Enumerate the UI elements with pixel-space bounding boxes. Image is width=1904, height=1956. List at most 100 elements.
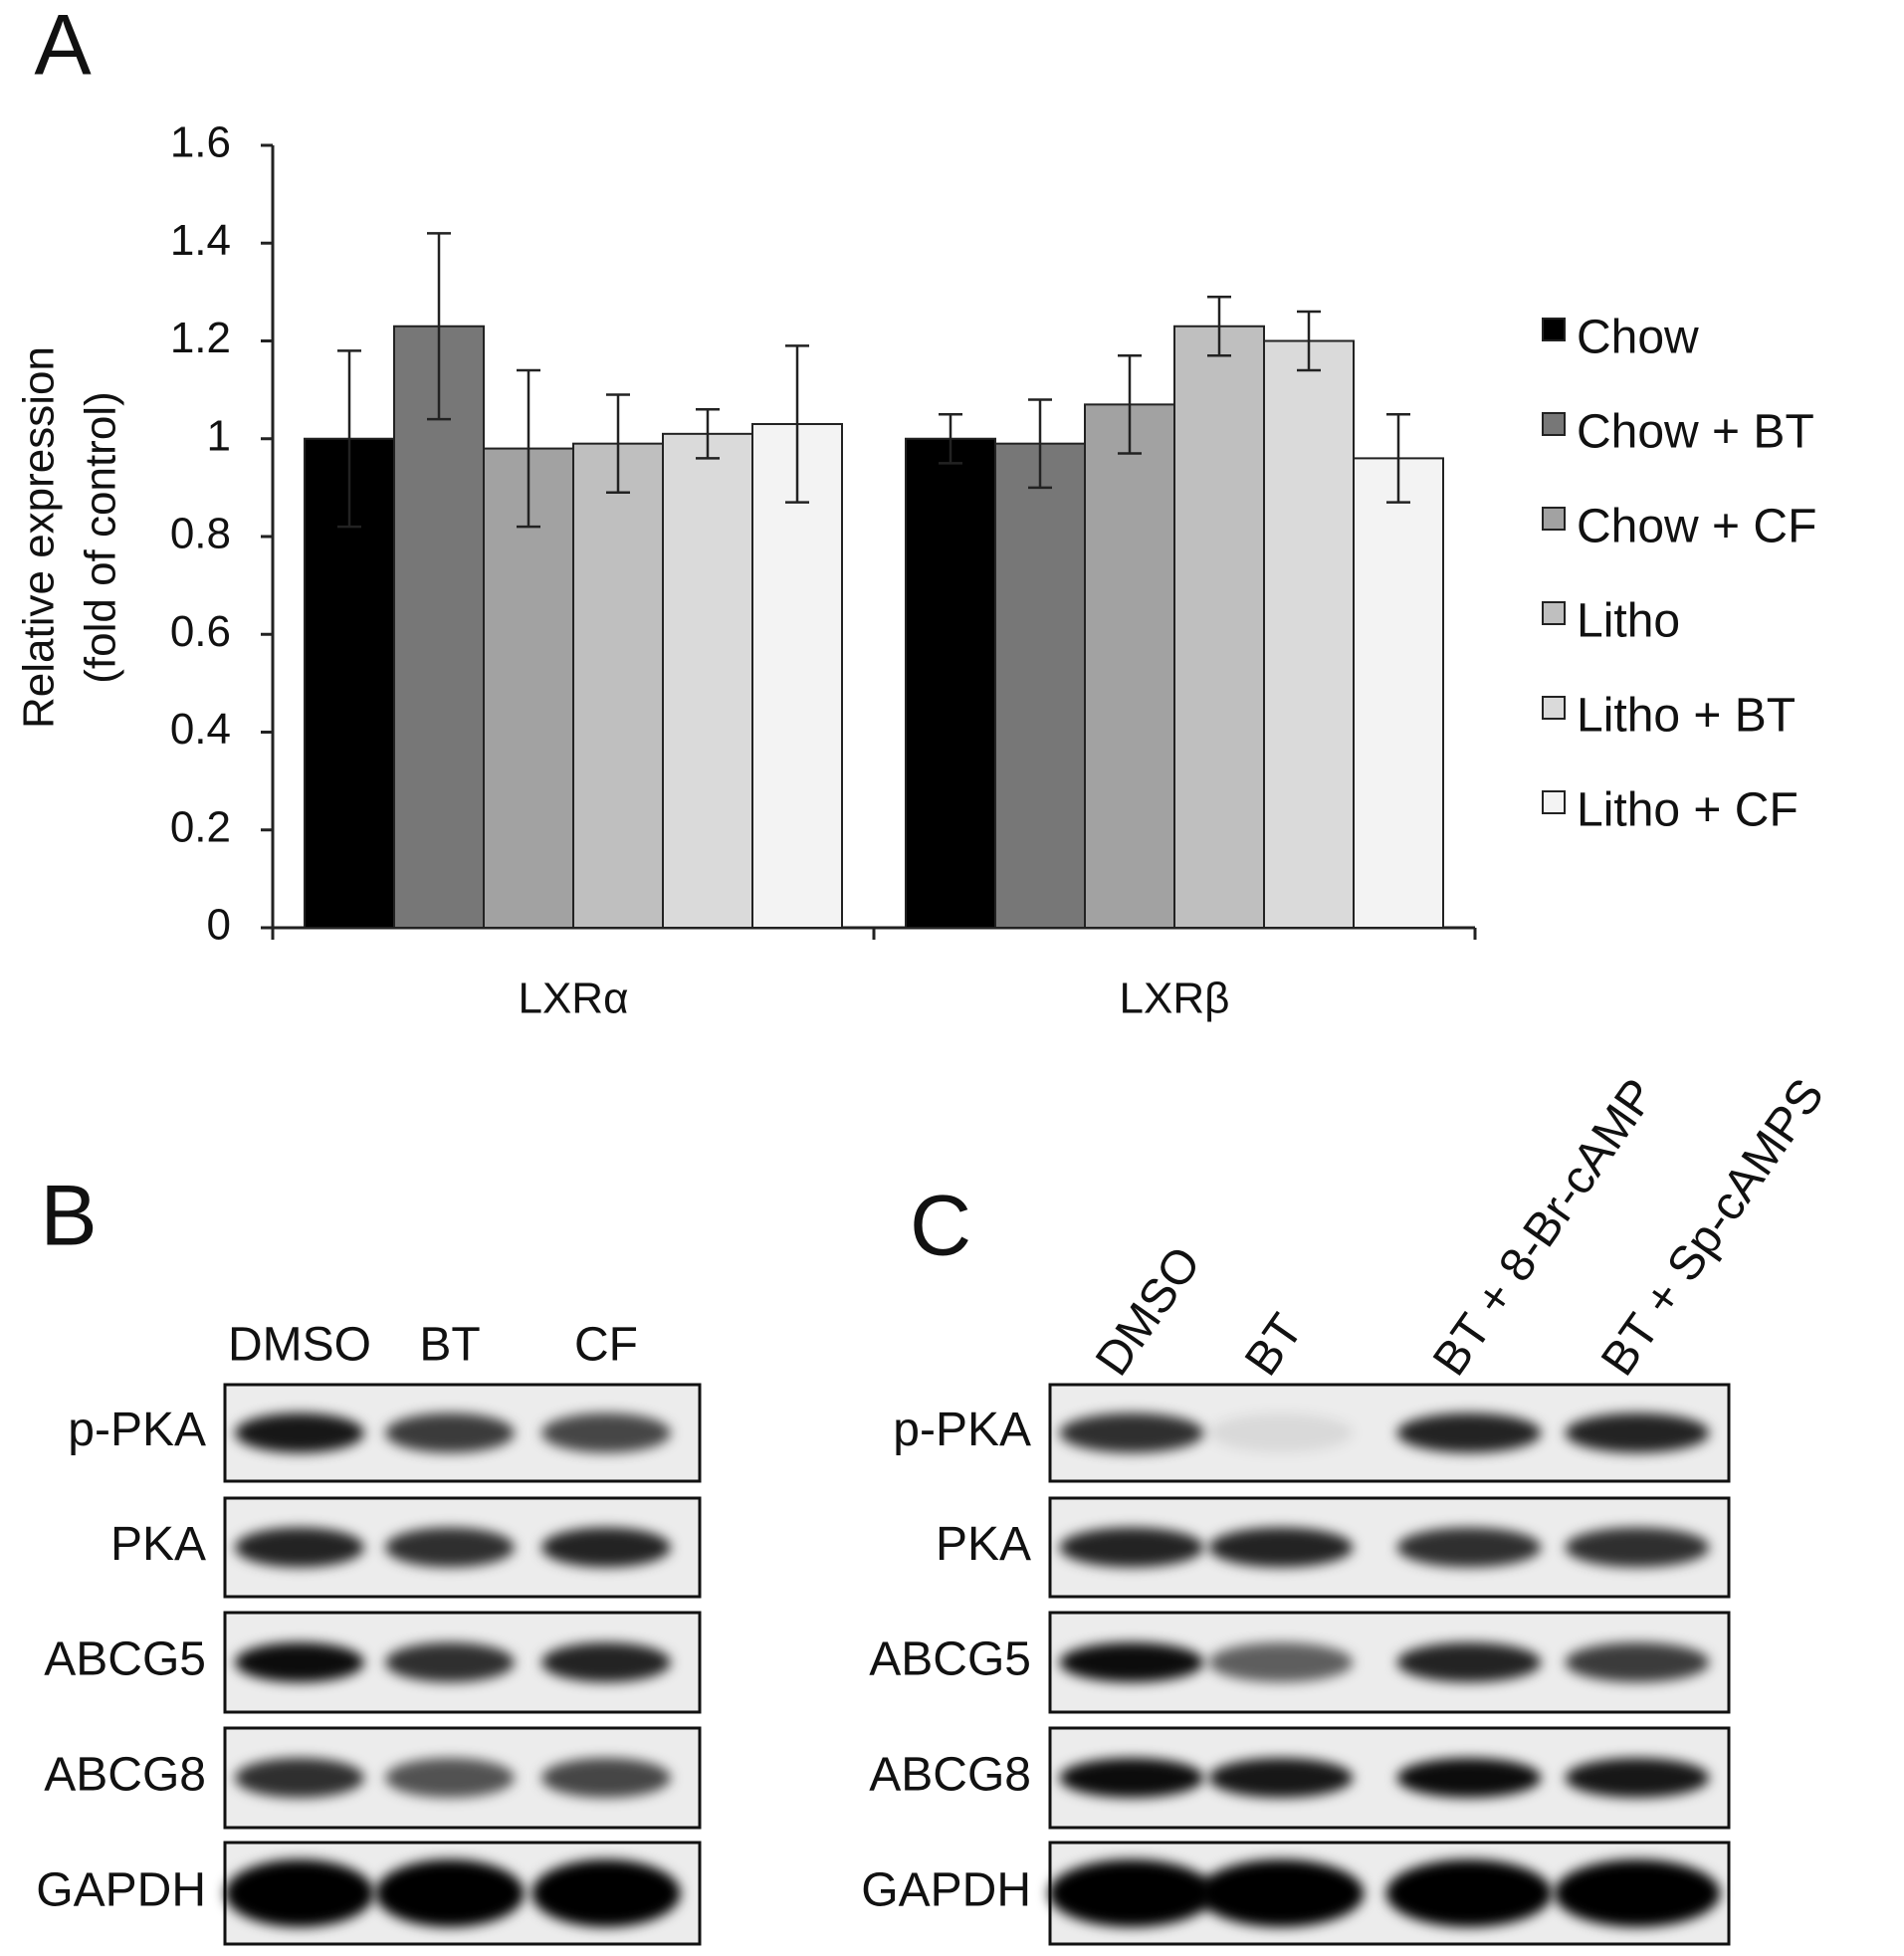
bar: [905, 437, 996, 929]
y-tick-label: 1.6: [170, 118, 231, 167]
blot-band: [1396, 1413, 1542, 1453]
legend-swatch: [1542, 790, 1566, 814]
blot-band: [385, 1642, 515, 1682]
blot-band: [1565, 1758, 1710, 1798]
blot-band: [1048, 1859, 1215, 1927]
lane-label: DMSO: [228, 1319, 371, 1372]
blot-band: [541, 1413, 671, 1453]
blot-band: [1396, 1758, 1542, 1798]
y-tick-label: 1.4: [170, 216, 231, 265]
blot-band: [1396, 1527, 1542, 1568]
error-bar: [696, 408, 720, 460]
bar: [483, 447, 574, 929]
y-axis-label: (fold of control): [77, 391, 125, 683]
blot-band: [531, 1859, 681, 1927]
error-bar: [939, 412, 962, 465]
row-label: PKA: [936, 1518, 1031, 1571]
blot-band: [1208, 1758, 1354, 1798]
blot-band: [1059, 1527, 1204, 1568]
lane-label: BT: [1235, 1305, 1314, 1386]
y-tick-label: 1: [207, 411, 231, 460]
blot-band: [235, 1527, 364, 1568]
bar: [1173, 325, 1265, 929]
blot-band: [1059, 1413, 1204, 1453]
bar: [1353, 457, 1444, 929]
y-tick-label: 1.2: [170, 314, 231, 362]
blot-band: [235, 1413, 364, 1453]
blot-band: [1059, 1642, 1204, 1682]
lane-label: CF: [574, 1319, 638, 1372]
bar: [1263, 339, 1355, 929]
error-bar: [1297, 310, 1321, 372]
legend-swatch: [1542, 601, 1566, 625]
row-label: p-PKA: [893, 1404, 1031, 1456]
legend-label: Chow + CF: [1577, 501, 1816, 553]
panel-label: A: [34, 0, 92, 94]
y-tick-label: 0: [207, 901, 231, 950]
blot-band: [375, 1859, 525, 1927]
bar: [393, 325, 485, 929]
row-label: ABCG8: [44, 1749, 206, 1802]
row-label: GAPDH: [36, 1864, 206, 1917]
y-tick-label: 0.8: [170, 510, 231, 558]
error-bar: [606, 393, 630, 495]
blot-frame: [1048, 1496, 1731, 1599]
blot-band: [1208, 1642, 1354, 1682]
row-label: PKA: [110, 1518, 206, 1571]
blot-band: [1197, 1859, 1365, 1927]
legend-label: Litho + BT: [1577, 690, 1796, 743]
legend-swatch: [1542, 412, 1566, 436]
blot-band: [1396, 1642, 1542, 1682]
bar: [572, 442, 664, 929]
y-axis-label: Relative expression: [15, 346, 64, 729]
panel-label: B: [40, 1169, 97, 1264]
blot-band: [385, 1527, 515, 1568]
error-bar: [1118, 353, 1142, 455]
legend-label: Litho: [1577, 595, 1680, 648]
blot-band: [541, 1758, 671, 1798]
legend-swatch: [1542, 696, 1566, 720]
blot-band: [225, 1859, 374, 1927]
error-bar: [1028, 398, 1052, 490]
x-tick-label: LXRβ: [1120, 975, 1230, 1023]
legend-swatch: [1542, 507, 1566, 531]
blot-band: [1554, 1859, 1721, 1927]
bar: [662, 432, 753, 929]
panel-label: C: [910, 1179, 971, 1274]
legend-label: Chow + BT: [1577, 406, 1814, 459]
legend-swatch: [1542, 318, 1566, 341]
legend-label: Chow: [1577, 312, 1699, 364]
y-tick-label: 0.6: [170, 607, 231, 656]
legend-label: Litho + CF: [1577, 784, 1798, 837]
row-label: ABCG5: [44, 1633, 206, 1686]
row-label: ABCG8: [869, 1749, 1031, 1802]
error-bar: [1207, 296, 1231, 357]
row-label: ABCG5: [869, 1633, 1031, 1686]
bar: [994, 442, 1086, 929]
blot-band: [1565, 1527, 1710, 1568]
blot-band: [541, 1527, 671, 1568]
blot-band: [1208, 1527, 1354, 1568]
error-bar: [785, 344, 809, 504]
x-tick-label: LXRα: [518, 975, 628, 1023]
lane-label: DMSO: [1086, 1237, 1211, 1385]
error-bar: [427, 232, 451, 421]
y-tick-label: 0.4: [170, 705, 231, 754]
error-bar: [337, 349, 361, 529]
blot-band: [1208, 1413, 1354, 1453]
y-tick-label: 0.2: [170, 802, 231, 851]
error-bar: [1386, 412, 1410, 504]
row-label: p-PKA: [68, 1404, 206, 1456]
blot-band: [385, 1413, 515, 1453]
bar: [1084, 403, 1175, 929]
blot-band: [1565, 1642, 1710, 1682]
lane-label: BT: [419, 1319, 480, 1372]
blot-band: [541, 1642, 671, 1682]
blot-band: [1059, 1758, 1204, 1798]
error-bar: [517, 368, 540, 529]
row-label: GAPDH: [861, 1864, 1031, 1917]
blot-band: [1565, 1413, 1710, 1453]
blot-band: [235, 1758, 364, 1798]
blot-band: [1385, 1859, 1553, 1927]
